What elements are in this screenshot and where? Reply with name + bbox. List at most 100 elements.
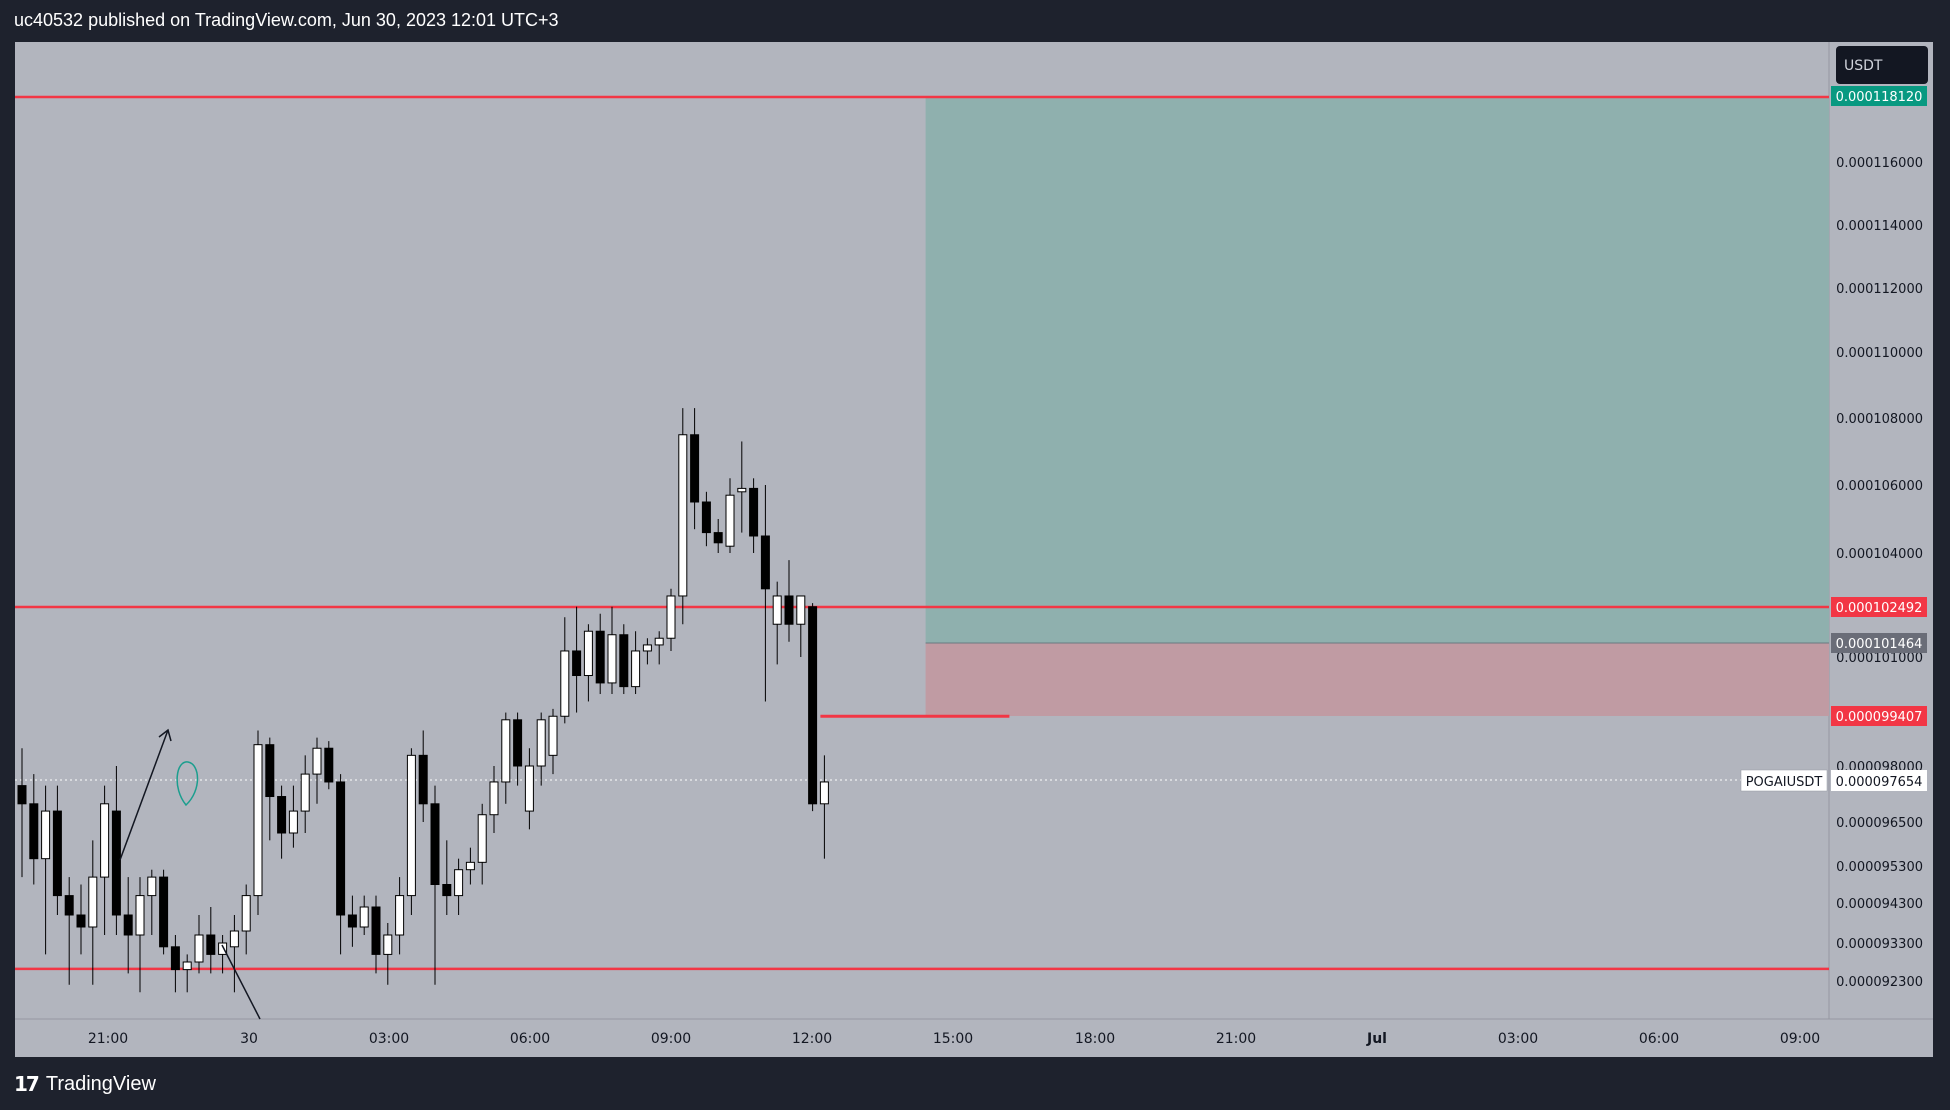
price-axis-tick: 0.000096500 (1836, 816, 1923, 831)
candle[interactable] (583, 624, 593, 702)
candle[interactable] (454, 858, 464, 915)
candle[interactable] (288, 785, 298, 848)
target-zone[interactable] (925, 97, 1829, 643)
candle-body-up (548, 715, 558, 756)
candle[interactable] (100, 785, 110, 935)
candle[interactable] (619, 624, 629, 695)
price-axis-tick: 0.000108000 (1836, 412, 1923, 427)
candle-body-down (595, 630, 605, 684)
candle-body-down (29, 803, 39, 860)
candle[interactable] (147, 869, 157, 935)
trend-arrow[interactable] (119, 729, 169, 861)
candle[interactable] (17, 748, 27, 878)
candle[interactable] (713, 519, 723, 553)
candle[interactable] (347, 895, 357, 947)
candle[interactable] (489, 766, 499, 833)
candle[interactable] (359, 895, 369, 935)
candle[interactable] (170, 935, 180, 993)
level-price-tag: 0.000102492 (1831, 597, 1927, 617)
candle-body-up (182, 961, 192, 971)
stop-zone[interactable] (925, 643, 1829, 716)
candle-body-down (760, 535, 770, 590)
candle[interactable] (536, 712, 546, 786)
candle[interactable] (749, 478, 759, 553)
footer-brand: TradingView (45, 1072, 156, 1095)
entry-price-tag: 0.000101464 (1831, 633, 1927, 653)
candle-body-down (76, 914, 86, 928)
candle[interactable] (229, 915, 239, 993)
candle[interactable] (548, 708, 558, 775)
candle[interactable] (206, 907, 216, 974)
candle[interactable] (607, 606, 617, 695)
candle[interactable] (182, 954, 192, 993)
candle-body-up (147, 876, 157, 897)
candle[interactable] (300, 755, 310, 833)
candle-body-down (749, 487, 759, 537)
candle[interactable] (560, 617, 570, 724)
candle[interactable] (277, 785, 287, 859)
price-axis-labels: 0.000116000 0.000114000 0.000112000 0.00011… (1836, 156, 1923, 990)
level-price-label: 0.000102492 (1836, 601, 1923, 616)
candle[interactable] (194, 915, 204, 974)
candle-body-up (359, 906, 369, 928)
trend-line-down[interactable] (221, 944, 261, 1020)
tradingview-logo-icon: 17 (14, 1072, 40, 1096)
candle[interactable] (465, 847, 475, 885)
candle[interactable] (701, 491, 711, 547)
candle[interactable] (524, 748, 534, 830)
candle-body-down (418, 754, 428, 805)
candle-body-up (395, 895, 405, 936)
candle[interactable] (218, 935, 228, 974)
candle-body-up (560, 650, 570, 717)
candle[interactable] (666, 588, 676, 651)
candle[interactable] (41, 785, 51, 955)
candle[interactable] (312, 737, 322, 804)
candle[interactable] (760, 485, 770, 702)
candle[interactable] (135, 877, 145, 993)
candle[interactable] (159, 869, 169, 955)
candle[interactable] (241, 884, 251, 955)
candle[interactable] (371, 895, 381, 974)
candle[interactable] (265, 737, 275, 841)
candle[interactable] (406, 748, 416, 915)
candle[interactable] (336, 774, 346, 955)
candle[interactable] (52, 785, 62, 915)
candle[interactable] (690, 408, 700, 530)
candle[interactable] (442, 840, 452, 915)
price-axis-tick: 0.000114000 (1836, 219, 1923, 234)
candle[interactable] (678, 408, 688, 625)
candle[interactable] (64, 877, 74, 985)
candle[interactable] (725, 478, 735, 553)
candle[interactable] (253, 730, 263, 915)
candle-body-up (524, 765, 534, 812)
candle[interactable] (418, 730, 428, 822)
candle[interactable] (88, 840, 98, 985)
candle[interactable] (819, 755, 829, 859)
candle[interactable] (808, 603, 818, 812)
candle[interactable] (477, 803, 487, 885)
candle[interactable] (501, 712, 511, 804)
candle[interactable] (76, 884, 86, 955)
candle[interactable] (654, 631, 664, 665)
price-axis-tick: 0.000110000 (1836, 346, 1923, 361)
candle[interactable] (513, 712, 523, 786)
candle[interactable] (642, 638, 652, 665)
symbol-label: POGAIUSDT (1746, 775, 1823, 790)
candle[interactable] (595, 613, 605, 695)
candle[interactable] (324, 741, 334, 790)
candle[interactable] (111, 766, 121, 935)
candle[interactable] (796, 595, 806, 657)
candle[interactable] (784, 560, 794, 642)
candle[interactable] (395, 877, 405, 955)
circle-annotation[interactable] (176, 761, 199, 807)
candle[interactable] (631, 631, 641, 695)
candle[interactable] (123, 877, 133, 974)
candle[interactable] (383, 923, 393, 985)
candle[interactable] (772, 581, 782, 665)
candle[interactable] (430, 785, 440, 985)
currency-badge[interactable]: USDT (1836, 46, 1928, 84)
candle[interactable] (29, 774, 39, 885)
candle[interactable] (737, 441, 747, 533)
candle[interactable] (572, 606, 582, 713)
